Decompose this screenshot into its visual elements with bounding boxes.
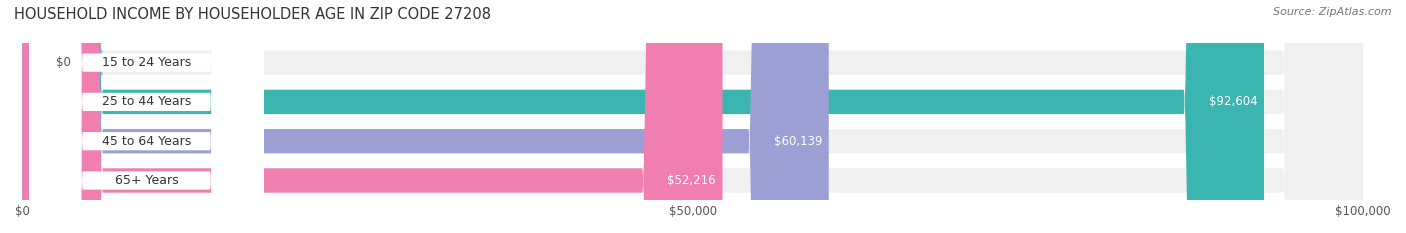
- FancyBboxPatch shape: [30, 0, 264, 233]
- Text: $92,604: $92,604: [1209, 95, 1257, 108]
- FancyBboxPatch shape: [22, 0, 1364, 233]
- Text: HOUSEHOLD INCOME BY HOUSEHOLDER AGE IN ZIP CODE 27208: HOUSEHOLD INCOME BY HOUSEHOLDER AGE IN Z…: [14, 7, 491, 22]
- FancyBboxPatch shape: [30, 0, 264, 233]
- Text: Source: ZipAtlas.com: Source: ZipAtlas.com: [1274, 7, 1392, 17]
- Text: 25 to 44 Years: 25 to 44 Years: [101, 95, 191, 108]
- FancyBboxPatch shape: [22, 0, 828, 233]
- FancyBboxPatch shape: [30, 0, 264, 233]
- Text: 15 to 24 Years: 15 to 24 Years: [101, 56, 191, 69]
- FancyBboxPatch shape: [22, 0, 1364, 233]
- FancyBboxPatch shape: [30, 0, 264, 233]
- FancyBboxPatch shape: [22, 0, 1264, 233]
- FancyBboxPatch shape: [0, 0, 103, 233]
- Text: $0: $0: [56, 56, 70, 69]
- FancyBboxPatch shape: [22, 0, 1364, 233]
- Text: $52,216: $52,216: [668, 174, 716, 187]
- Text: 65+ Years: 65+ Years: [115, 174, 179, 187]
- Text: 45 to 64 Years: 45 to 64 Years: [101, 135, 191, 148]
- FancyBboxPatch shape: [22, 0, 1364, 233]
- FancyBboxPatch shape: [22, 0, 723, 233]
- Text: $60,139: $60,139: [773, 135, 823, 148]
